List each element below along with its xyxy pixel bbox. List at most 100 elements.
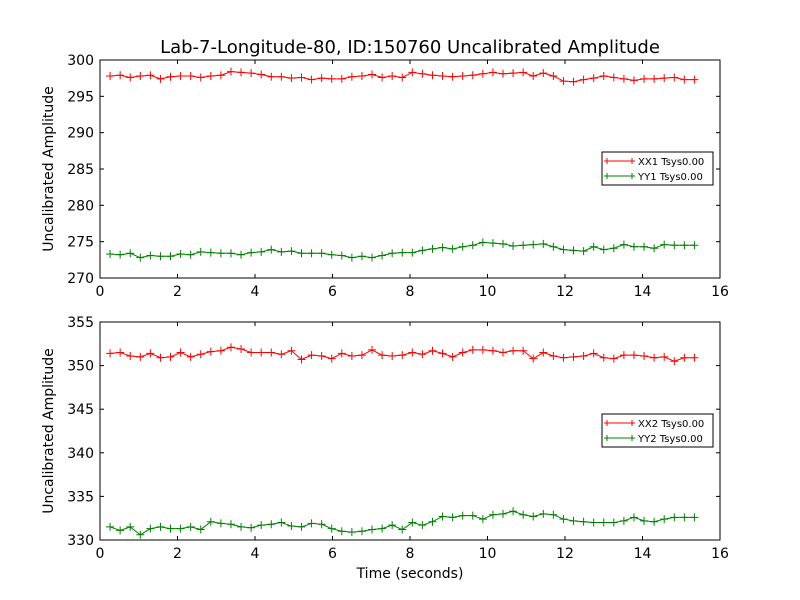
data-point (277, 72, 286, 81)
data-point (357, 351, 366, 360)
data-point (478, 69, 487, 78)
data-point (116, 526, 125, 535)
data-point (196, 350, 205, 359)
data-point (327, 74, 336, 83)
data-point (488, 346, 497, 355)
y-tick-label: 275 (67, 235, 94, 251)
data-point (629, 513, 638, 522)
data-point (126, 352, 135, 361)
data-point (257, 521, 266, 530)
data-point (186, 522, 195, 531)
data-point (196, 525, 205, 534)
data-point (629, 242, 638, 251)
data-point (539, 509, 548, 518)
data-point (670, 73, 679, 82)
data-point (368, 345, 377, 354)
data-point (398, 248, 407, 257)
data-point (690, 241, 699, 250)
data-point (126, 73, 135, 82)
data-point (438, 243, 447, 252)
legend-marker (604, 420, 635, 426)
data-point (549, 242, 558, 251)
legend-label: XX1 Tsys0.00 (638, 157, 704, 168)
data-point (448, 513, 457, 522)
data-point (317, 74, 326, 83)
data-point (569, 352, 578, 361)
data-point (559, 353, 568, 362)
data-point (166, 524, 175, 533)
data-point (458, 242, 467, 251)
data-point (136, 71, 145, 80)
data-point (378, 524, 387, 533)
data-point (206, 347, 215, 356)
data-point (287, 346, 296, 355)
data-point (347, 528, 356, 537)
data-point (136, 530, 145, 539)
data-point (237, 68, 246, 77)
x-axis-label: Time (seconds) (356, 566, 464, 582)
data-point (357, 71, 366, 80)
data-point (529, 354, 538, 363)
y-tick-label: 280 (67, 198, 94, 214)
legend-label: YY2 Tsys0.00 (637, 434, 703, 445)
data-point (418, 246, 427, 255)
data-point (378, 251, 387, 260)
data-point (408, 518, 417, 527)
data-point (499, 509, 507, 518)
data-point (680, 353, 689, 362)
data-point (569, 516, 578, 525)
data-point (640, 352, 649, 361)
data-point (499, 69, 507, 78)
data-point (206, 248, 215, 257)
top-chart: 0 2 4 6 8 10 12 14 16 270 275 280 285 290 295 300 Uncali… (41, 53, 729, 300)
data-point (509, 69, 518, 78)
data-point (609, 244, 618, 253)
data-point (277, 518, 286, 527)
data-point (549, 510, 558, 519)
data-point (619, 74, 628, 83)
data-point (650, 517, 659, 526)
data-point (499, 348, 507, 357)
data-point (287, 247, 296, 256)
data-point (629, 351, 638, 360)
x-tick-label: 2 (173, 284, 182, 300)
data-point (569, 246, 578, 255)
data-point (398, 73, 407, 82)
data-point (247, 69, 256, 78)
data-point (488, 239, 497, 248)
y-axis-label: Uncalibrated Amplitude (41, 86, 57, 252)
data-point (357, 527, 366, 536)
data-point (106, 349, 115, 358)
data-point (267, 72, 276, 81)
data-point (327, 524, 336, 533)
data-point (186, 352, 195, 361)
data-point (629, 76, 638, 85)
x-tick-label: 4 (251, 284, 260, 300)
data-point (297, 522, 306, 531)
data-point (116, 71, 125, 80)
y-tick-label: 340 (67, 446, 94, 462)
data-point (237, 522, 246, 531)
data-point (146, 251, 155, 260)
data-point (579, 247, 588, 256)
data-point (660, 515, 669, 524)
data-point (337, 74, 346, 83)
data-point (428, 346, 437, 355)
data-point (680, 241, 689, 250)
data-point (196, 247, 205, 256)
data-point (579, 352, 588, 361)
data-point (277, 350, 286, 359)
data-point (428, 71, 437, 80)
data-point (146, 349, 155, 358)
legend: XX1 Tsys0.00 YY1 Tsys0.00 (601, 151, 714, 186)
x-tick-label: 10 (479, 284, 497, 300)
data-point (297, 355, 306, 364)
data-point (599, 245, 608, 254)
data-point (509, 346, 518, 355)
data-point (609, 73, 618, 82)
data-point (579, 517, 588, 526)
data-point (347, 352, 356, 361)
x-tick-label: 12 (556, 546, 574, 562)
data-point (398, 351, 407, 360)
data-point (126, 522, 135, 531)
